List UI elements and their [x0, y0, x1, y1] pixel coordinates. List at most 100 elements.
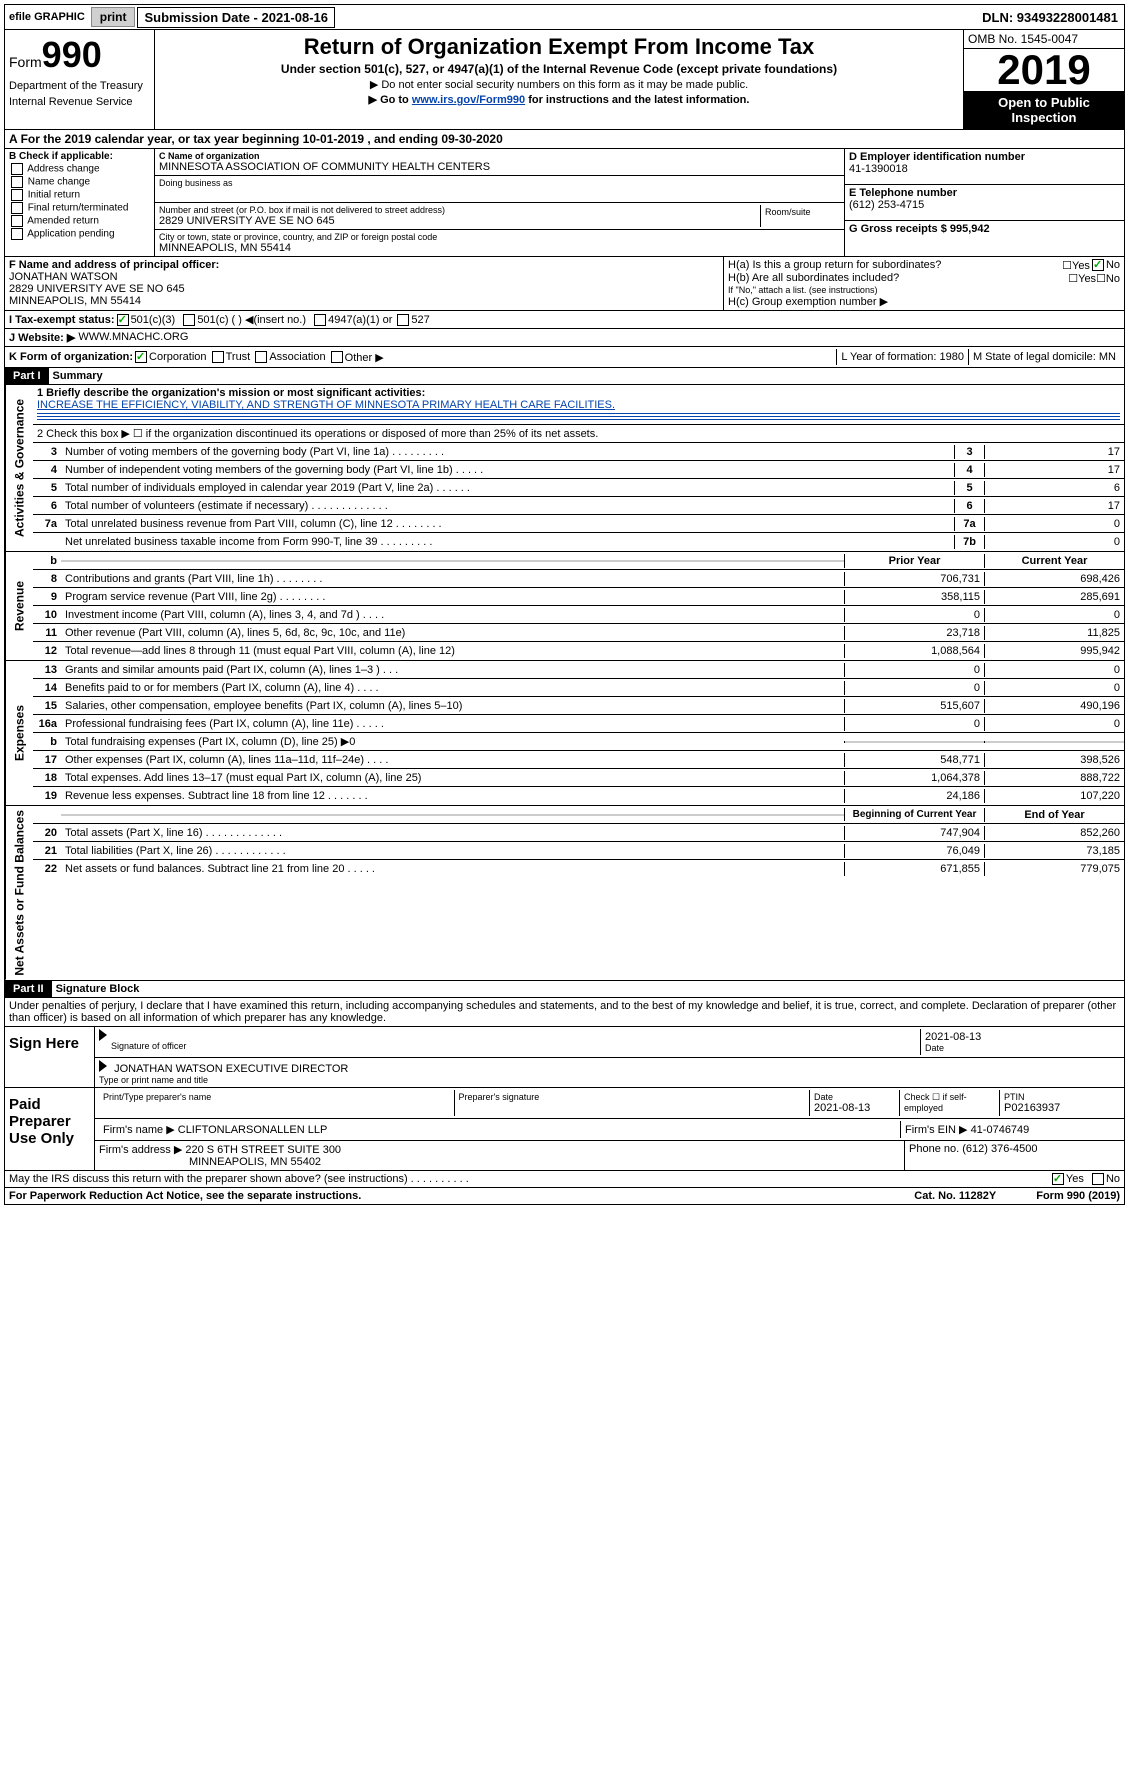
summary-line: 4Number of independent voting members of…	[33, 461, 1124, 479]
instr-link: ▶ Go to www.irs.gov/Form990 for instruct…	[159, 93, 959, 106]
vert-revenue: Revenue	[5, 552, 33, 660]
signature-block: Under penalties of perjury, I declare th…	[4, 998, 1125, 1171]
check-trust[interactable]	[212, 351, 224, 363]
firm-phone: (612) 376-4500	[962, 1143, 1037, 1155]
section-a: A For the 2019 calendar year, or tax yea…	[4, 130, 1125, 149]
summary-line: 18Total expenses. Add lines 13–17 (must …	[33, 769, 1124, 787]
discuss-row: May the IRS discuss this return with the…	[4, 1171, 1125, 1188]
ptin: P02163937	[1004, 1102, 1116, 1114]
summary-line: 6Total number of volunteers (estimate if…	[33, 497, 1124, 515]
form-number: 990	[42, 34, 102, 75]
paid-preparer-label: Paid Preparer Use Only	[5, 1088, 95, 1170]
tax-status-row: I Tax-exempt status: 501(c)(3) 501(c) ( …	[4, 311, 1125, 329]
summary-line: 21Total liabilities (Part X, line 26) . …	[33, 842, 1124, 860]
form-label: Form	[9, 54, 42, 70]
submission-date: Submission Date - 2021-08-16	[137, 7, 335, 28]
check-corporation[interactable]	[135, 351, 147, 363]
part1-header: Part I	[5, 368, 49, 384]
check-other[interactable]	[331, 351, 343, 363]
org-city: MINNEAPOLIS, MN 55414	[159, 242, 840, 254]
dln: DLN: 93493228001481	[976, 8, 1124, 27]
tax-year: 2019	[964, 49, 1124, 91]
summary-expenses: Expenses 13Grants and similar amounts pa…	[4, 661, 1125, 806]
discuss-no[interactable]	[1092, 1173, 1104, 1185]
form-subtitle: Under section 501(c), 527, or 4947(a)(1)…	[159, 62, 959, 76]
part2-header: Part II	[5, 981, 52, 997]
part1-title: Summary	[49, 368, 107, 384]
summary-line: 5Total number of individuals employed in…	[33, 479, 1124, 497]
identity-row: B Check if applicable: Address change Na…	[4, 149, 1125, 257]
summary-line: 17Other expenses (Part IX, column (A), l…	[33, 751, 1124, 769]
summary-governance: Activities & Governance 1 Briefly descri…	[4, 385, 1125, 552]
mission-text: INCREASE THE EFFICIENCY, VIABILITY, AND …	[37, 399, 1120, 411]
ein: 41-1390018	[849, 163, 1120, 175]
summary-revenue: Revenue b Prior Year Current Year 8Contr…	[4, 552, 1125, 661]
check-final-return[interactable]: Final return/terminated	[9, 202, 150, 214]
perjury-text: Under penalties of perjury, I declare th…	[5, 998, 1124, 1027]
check-501c3[interactable]	[117, 314, 129, 326]
check-amended[interactable]: Amended return	[9, 215, 150, 227]
state-domicile: M State of legal domicile: MN	[968, 349, 1120, 365]
sign-here-label: Sign Here	[5, 1027, 95, 1087]
summary-line: 19Revenue less expenses. Subtract line 1…	[33, 787, 1124, 805]
website-row: J Website: ▶ WWW.MNACHC.ORG	[4, 329, 1125, 347]
hb-no[interactable]: ☐No	[1096, 272, 1120, 285]
summary-line: 15Salaries, other compensation, employee…	[33, 697, 1124, 715]
summary-line: 20Total assets (Part X, line 16) . . . .…	[33, 824, 1124, 842]
check-4947[interactable]	[314, 314, 326, 326]
summary-line: 16aProfessional fundraising fees (Part I…	[33, 715, 1124, 733]
year-formation: L Year of formation: 1980	[836, 349, 968, 365]
website-value: WWW.MNACHC.ORG	[78, 331, 188, 344]
instr-ssn: ▶ Do not enter social security numbers o…	[159, 78, 959, 91]
officer-name: JONATHAN WATSON	[9, 271, 719, 283]
summary-line: bTotal fundraising expenses (Part IX, co…	[33, 733, 1124, 751]
check-association[interactable]	[255, 351, 267, 363]
form-header: Form990 Department of the Treasury Inter…	[4, 30, 1125, 130]
summary-netassets: Net Assets or Fund Balances Beginning of…	[4, 806, 1125, 981]
check-501c[interactable]	[183, 314, 195, 326]
gross-receipts: G Gross receipts $ 995,942	[849, 223, 1120, 235]
summary-line: 11Other revenue (Part VIII, column (A), …	[33, 624, 1124, 642]
firm-name: CLIFTONLARSONALLEN LLP	[178, 1124, 328, 1136]
arrow-icon	[99, 1060, 107, 1072]
summary-line: 3Number of voting members of the governi…	[33, 443, 1124, 461]
line2: 2 Check this box ▶ ☐ if the organization…	[33, 425, 1124, 443]
dept-label: Department of the Treasury	[9, 80, 150, 92]
org-address: 2829 UNIVERSITY AVE SE NO 645	[159, 215, 760, 227]
footer-row: For Paperwork Reduction Act Notice, see …	[4, 1188, 1125, 1205]
summary-line: Net unrelated business taxable income fr…	[33, 533, 1124, 551]
firm-ein: 41-0746749	[971, 1124, 1030, 1136]
vert-netassets: Net Assets or Fund Balances	[5, 806, 33, 980]
discuss-yes[interactable]	[1052, 1173, 1064, 1185]
check-address-change[interactable]: Address change	[9, 163, 150, 175]
check-527[interactable]	[397, 314, 409, 326]
check-name-change[interactable]: Name change	[9, 176, 150, 188]
summary-line: 14Benefits paid to or for members (Part …	[33, 679, 1124, 697]
check-application-pending[interactable]: Application pending	[9, 228, 150, 240]
ha-no-check[interactable]	[1092, 259, 1104, 271]
vert-expenses: Expenses	[5, 661, 33, 805]
summary-line: 7aTotal unrelated business revenue from …	[33, 515, 1124, 533]
summary-line: 8Contributions and grants (Part VIII, li…	[33, 570, 1124, 588]
efile-label: efile GRAPHIC	[5, 9, 89, 25]
summary-line: 12Total revenue—add lines 8 through 11 (…	[33, 642, 1124, 660]
part2-title: Signature Block	[52, 981, 144, 997]
open-public-badge: Open to Public Inspection	[964, 91, 1124, 129]
officer-name-title: JONATHAN WATSON EXECUTIVE DIRECTOR	[114, 1063, 348, 1075]
officer-row: F Name and address of principal officer:…	[4, 257, 1125, 311]
irs-label: Internal Revenue Service	[9, 96, 150, 108]
telephone: (612) 253-4715	[849, 199, 1120, 211]
vert-governance: Activities & Governance	[5, 385, 33, 551]
org-name: MINNESOTA ASSOCIATION OF COMMUNITY HEALT…	[159, 161, 840, 173]
arrow-icon	[99, 1029, 107, 1041]
topbar: efile GRAPHIC print Submission Date - 20…	[4, 4, 1125, 30]
summary-line: 22Net assets or fund balances. Subtract …	[33, 860, 1124, 878]
summary-line: 13Grants and similar amounts paid (Part …	[33, 661, 1124, 679]
ha-yes[interactable]: ☐Yes	[1062, 259, 1090, 272]
form-title: Return of Organization Exempt From Incom…	[159, 34, 959, 60]
form-org-row: K Form of organization: Corporation Trus…	[4, 347, 1125, 368]
hb-yes[interactable]: ☐Yes	[1068, 272, 1096, 285]
form990-link[interactable]: www.irs.gov/Form990	[412, 94, 525, 106]
print-button[interactable]: print	[91, 7, 136, 27]
check-initial-return[interactable]: Initial return	[9, 189, 150, 201]
